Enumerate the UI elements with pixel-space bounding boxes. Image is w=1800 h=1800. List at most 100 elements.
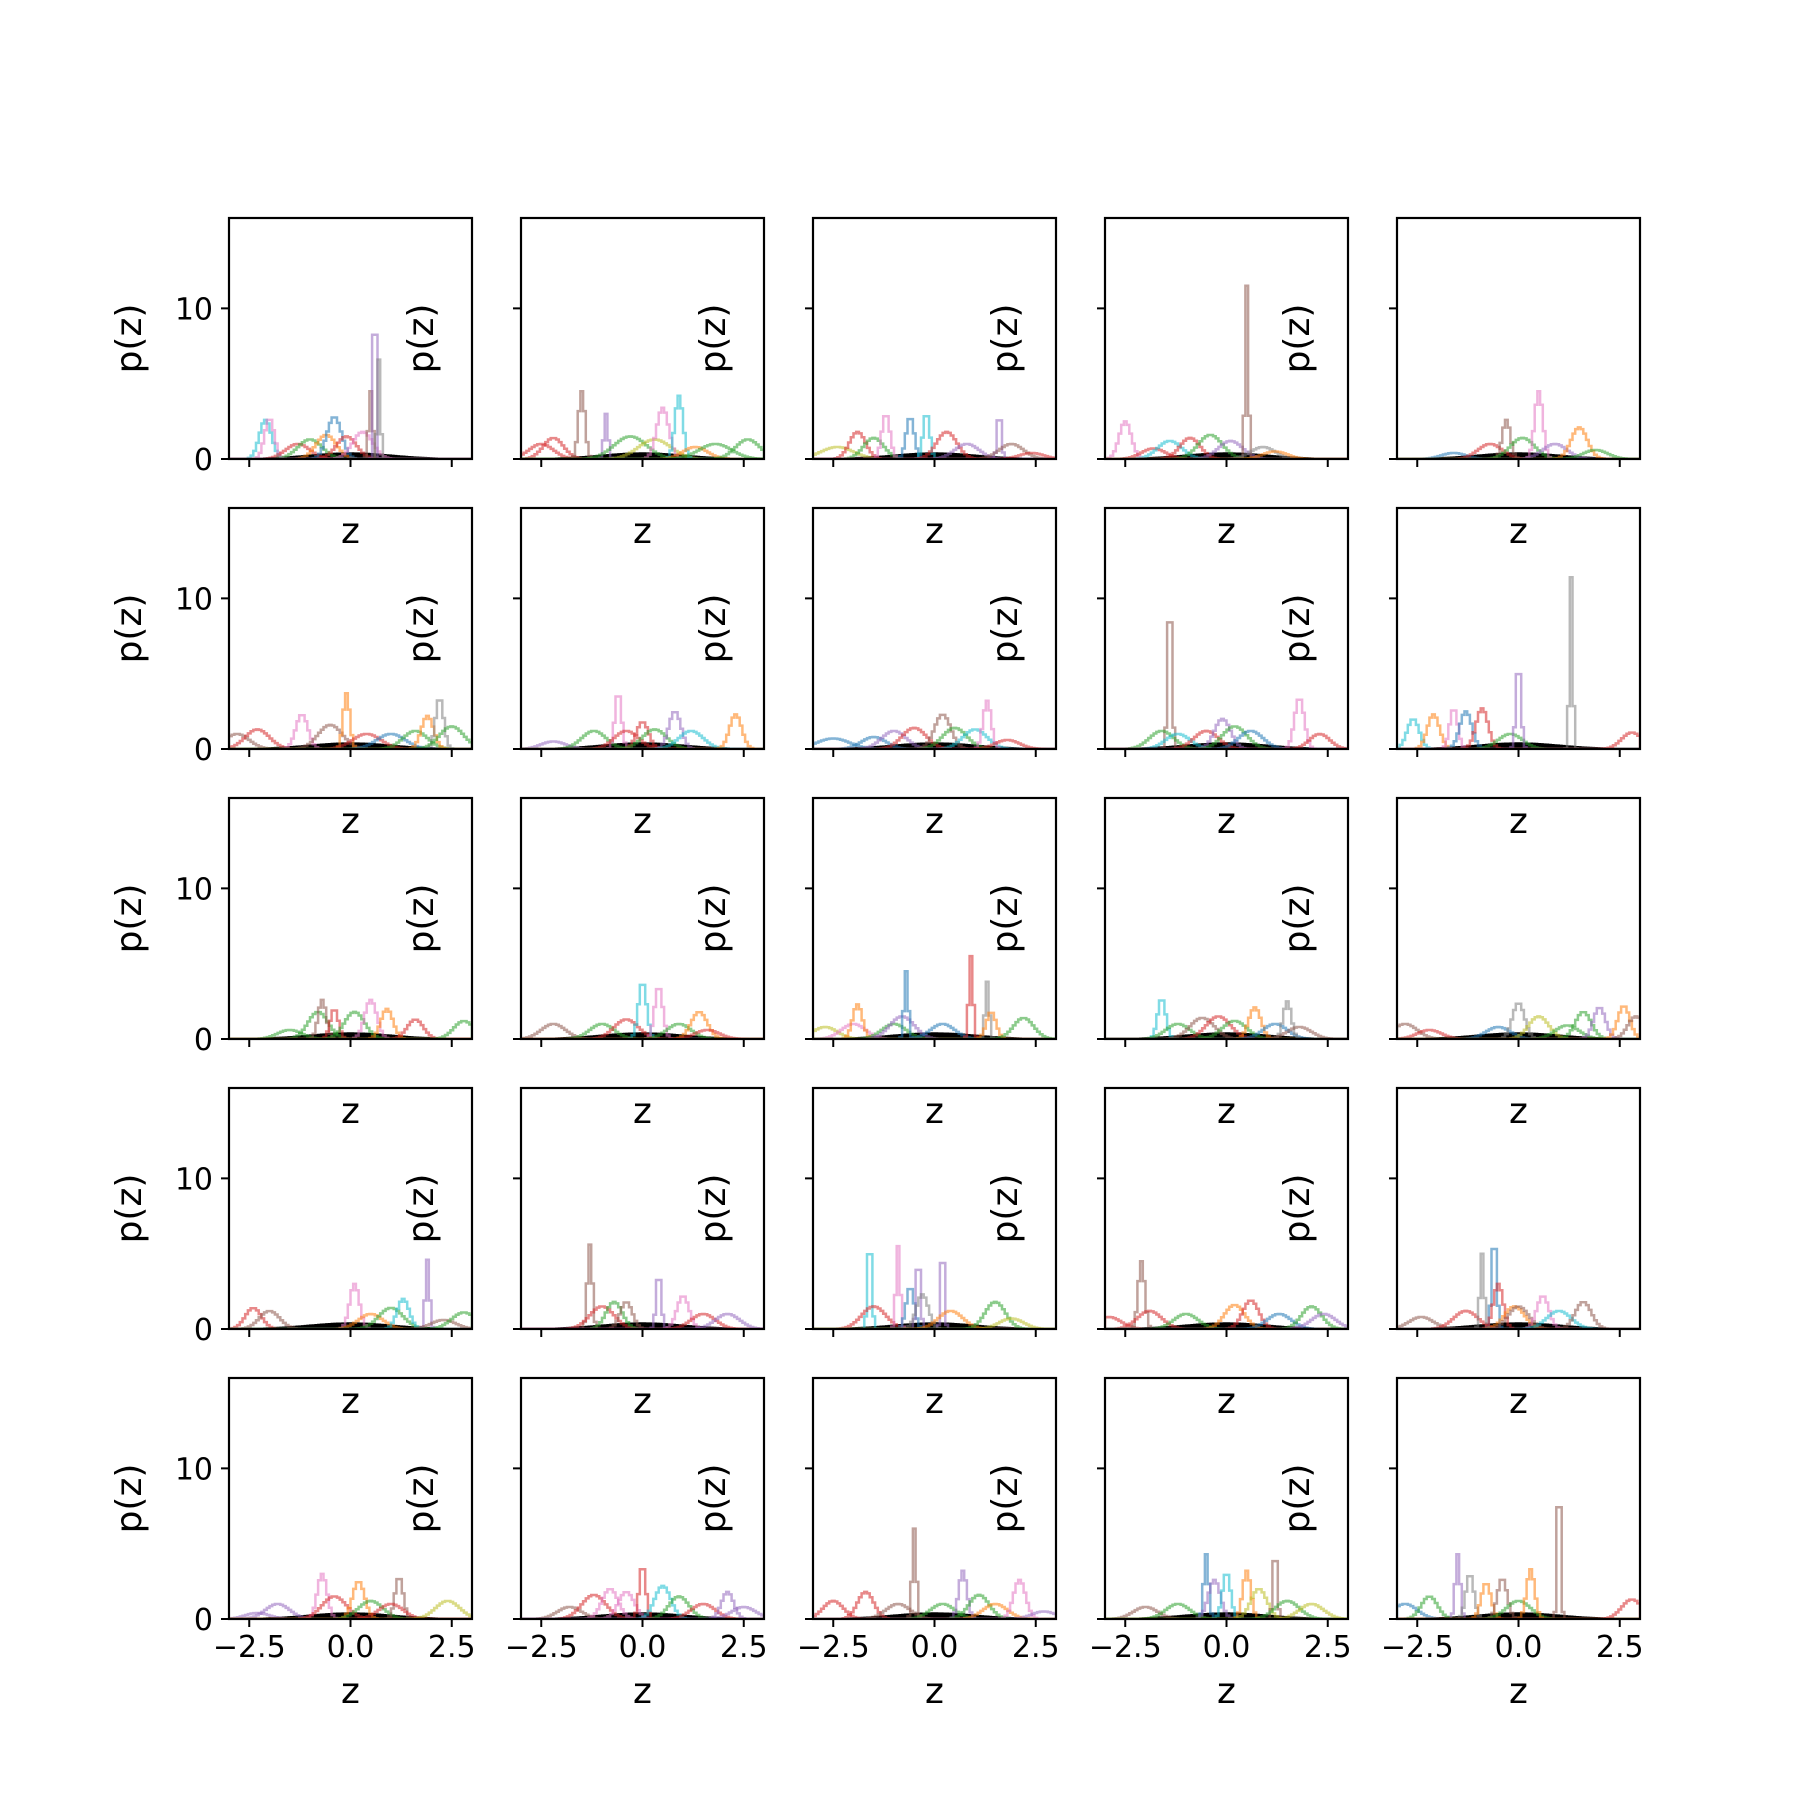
y-tick-label: 0 <box>194 1023 213 1058</box>
x-tick-label: 2.5 <box>1304 1630 1352 1665</box>
histogram-series-4 <box>229 1595 472 1619</box>
histogram-series-5 <box>813 713 1056 749</box>
histogram-series-2 <box>229 1309 472 1329</box>
histogram-series-7 <box>229 435 472 459</box>
axes-frame <box>1395 216 1642 461</box>
x-tick-label: 2.5 <box>1596 1630 1644 1665</box>
histogram-series-1 <box>813 1599 1056 1619</box>
histogram-series-8 <box>1397 576 1640 749</box>
plot-area <box>1397 576 1640 749</box>
plot-area <box>1105 999 1348 1039</box>
x-tick-label: −2.5 <box>213 1630 286 1665</box>
histogram-series-6 <box>1105 1299 1348 1329</box>
histogram-series-5 <box>813 1602 1056 1619</box>
x-axis-label: z <box>341 1091 360 1132</box>
histogram-series-2 <box>229 418 472 459</box>
subplot-1-1: 0 10 z p(z) <box>109 216 474 552</box>
x-axis-label: z <box>633 1381 652 1422</box>
histogram-series-4 <box>1105 1015 1348 1039</box>
plot-area <box>813 1527 1056 1619</box>
x-tick-label: 2.5 <box>720 1630 768 1665</box>
y-tick-label: 10 <box>175 582 213 617</box>
histogram-series-10 <box>1397 1015 1640 1039</box>
y-tick-label: 10 <box>175 292 213 327</box>
x-axis-label: z <box>341 1381 360 1422</box>
histogram-series-6 <box>813 1293 1056 1329</box>
subplot-3-1: 0 10 z p(z) <box>109 796 474 1132</box>
plot-area <box>1397 1505 1640 1619</box>
y-tick-label: 0 <box>194 443 213 478</box>
x-axis-label: z <box>633 801 652 842</box>
x-axis-label: z <box>633 1091 652 1132</box>
subplot-2-2: z p(z) <box>401 506 766 842</box>
histogram-series-1 <box>1397 718 1640 749</box>
histogram-series-3 <box>521 1588 764 1619</box>
y-axis-label: p(z) <box>985 594 1026 664</box>
subplot-3-5: z p(z) <box>1277 796 1642 1132</box>
x-tick-label: 2.5 <box>1012 1630 1060 1665</box>
histogram-series-5 <box>1397 389 1640 459</box>
plot-area <box>521 1243 764 1329</box>
plot-area <box>229 998 472 1039</box>
histogram-series-5 <box>1105 1019 1348 1039</box>
plot-area <box>229 1258 472 1329</box>
histogram-series-6 <box>1397 732 1640 749</box>
x-axis-label: z <box>1509 1381 1528 1422</box>
y-axis-label: p(z) <box>985 884 1026 954</box>
x-tick-label: 0.0 <box>1495 1630 1543 1665</box>
y-tick-label: 0 <box>194 1313 213 1348</box>
x-axis-label: z <box>1509 801 1528 842</box>
subplot-1-2: z p(z) <box>401 216 766 552</box>
x-axis-label: z <box>1509 1091 1528 1132</box>
subplot-1-4: z p(z) <box>985 216 1350 552</box>
x-tick-label: −2.5 <box>1089 1630 1162 1665</box>
histogram-series-4 <box>1397 436 1640 459</box>
histogram-series-5 <box>229 1581 472 1619</box>
histogram-series-8 <box>1397 1568 1640 1619</box>
plot-area <box>813 414 1056 459</box>
histogram-series-6 <box>1397 1578 1640 1619</box>
subplot-4-5: z p(z) <box>1277 1086 1642 1422</box>
x-axis-label: z <box>1509 511 1528 552</box>
y-axis-label: p(z) <box>401 1464 442 1534</box>
histogram-series-1 <box>521 442 764 459</box>
y-tick-label: 10 <box>175 872 213 907</box>
histogram-series-7 <box>1397 1305 1640 1329</box>
y-tick-label: 0 <box>194 1603 213 1638</box>
histogram-series-6 <box>1105 1006 1348 1039</box>
y-axis-label: p(z) <box>401 304 442 374</box>
plot-area <box>521 389 764 459</box>
x-axis-label: z <box>925 801 944 842</box>
x-axis-label: z <box>1217 1091 1236 1132</box>
x-axis-label: z <box>633 511 652 552</box>
y-axis-label: p(z) <box>109 304 150 374</box>
histogram-series-9 <box>1105 732 1348 749</box>
x-axis-label: z <box>341 511 360 552</box>
subplot-5-3: −2.5 0.0 2.5 z p(z) <box>693 1376 1060 1712</box>
subplot-4-1: 0 10 z p(z) <box>109 1086 474 1422</box>
histogram-series-1 <box>813 1252 1056 1329</box>
histogram-series-5 <box>1397 1015 1640 1039</box>
histogram-series-9 <box>229 1311 472 1329</box>
histogram-series-4 <box>1105 1578 1348 1619</box>
histogram-series-3 <box>229 1282 472 1329</box>
histogram-series-3 <box>813 1003 1056 1039</box>
plot-area <box>229 1572 472 1619</box>
histogram-series-6 <box>1105 439 1348 459</box>
x-axis-label: z <box>341 801 360 842</box>
histogram-series-4 <box>521 1301 764 1329</box>
histogram-series-9 <box>1397 731 1640 749</box>
x-tick-label: −2.5 <box>797 1630 870 1665</box>
histogram-series-1 <box>229 732 472 749</box>
histogram-series-1 <box>1397 1315 1640 1329</box>
histogram-series-8 <box>1105 698 1348 749</box>
histogram-series-2 <box>521 436 764 459</box>
histogram-series-9 <box>1105 1312 1348 1329</box>
histogram-series-10 <box>1397 1598 1640 1619</box>
histogram-series-5 <box>1105 717 1348 749</box>
histogram-series-7 <box>1397 672 1640 749</box>
x-axis-label: z <box>925 1671 944 1712</box>
y-axis-label: p(z) <box>693 1464 734 1534</box>
y-axis-label: p(z) <box>109 1464 150 1534</box>
y-axis-label: p(z) <box>693 594 734 664</box>
